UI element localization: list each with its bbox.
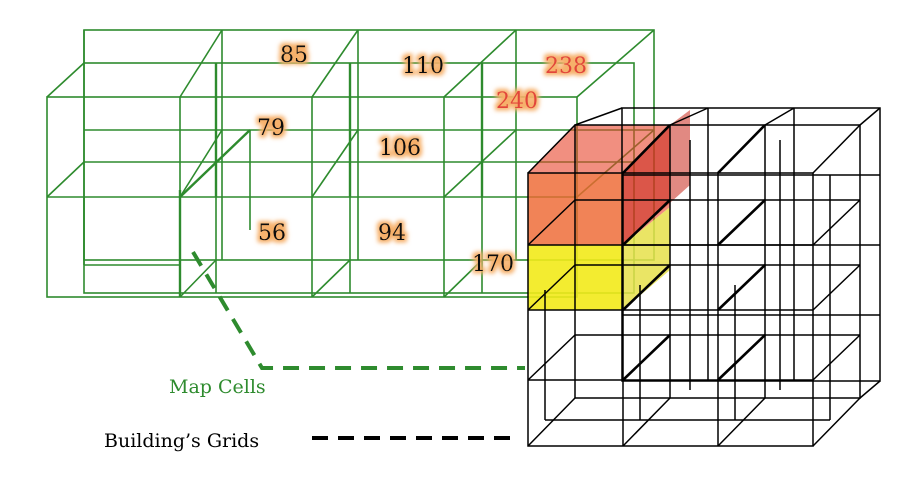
fill-red-side (623, 110, 690, 245)
cell-value-238: 238 (545, 54, 587, 79)
connector-lines (191, 250, 525, 440)
cell-value-240: 240 (496, 89, 538, 114)
map-cells-connector (191, 250, 525, 370)
building-grid (527, 107, 881, 447)
cell-value-106: 106 (379, 136, 421, 161)
cell-value-79: 79 (257, 116, 285, 141)
cell-value-56: 56 (258, 221, 286, 246)
cell-value-94: 94 (378, 221, 406, 246)
cell-value-170: 170 (472, 252, 514, 277)
building-grids-label: Building’s Grids (104, 430, 259, 452)
cell-value-85: 85 (280, 43, 308, 68)
map-cells-label: Map Cells (169, 376, 266, 398)
fill-yellow-side (623, 207, 670, 310)
cell-value-110: 110 (402, 54, 444, 79)
